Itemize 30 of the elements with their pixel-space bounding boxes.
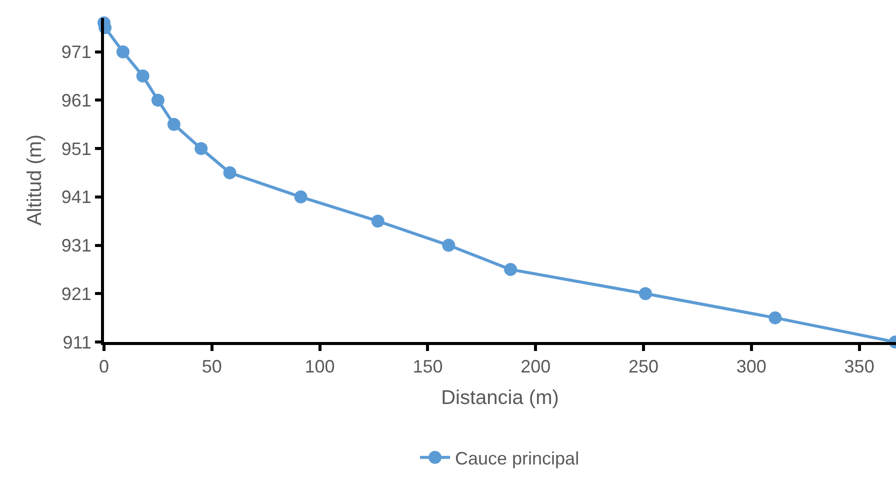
y-tick-label: 951 (61, 138, 92, 159)
y-tick-label: 931 (61, 236, 92, 256)
y-tick-label: 911 (62, 332, 92, 352)
point (638, 287, 652, 300)
x-tick-label: 350 (844, 356, 874, 377)
point (116, 45, 130, 58)
y-tick-label: 941 (61, 187, 92, 208)
point (167, 118, 180, 131)
x-axis-title: Distancia (m) (441, 387, 559, 410)
x-tick-label: 100 (304, 356, 335, 377)
y-tick-label: 921 (61, 284, 92, 304)
point (504, 262, 518, 276)
x-tick-label: 200 (520, 356, 551, 377)
x-tick-label: 250 (628, 356, 659, 377)
y-tick-label: 961 (61, 90, 92, 111)
point (768, 311, 782, 324)
point (194, 142, 208, 156)
point (371, 214, 384, 228)
x-tick-label: 300 (736, 356, 766, 377)
x-tick-label: 150 (412, 356, 443, 377)
point (151, 94, 164, 107)
point (294, 190, 308, 204)
x-tick-label: 50 (202, 356, 222, 377)
x-tick-label: 0 (98, 356, 110, 377)
legend-label: Cauce principal (455, 448, 580, 468)
y-axis-title: Altitud (m) (24, 134, 46, 226)
y-tick-label: 971 (61, 42, 92, 62)
point (442, 238, 456, 252)
point (136, 70, 150, 83)
point (223, 166, 236, 180)
